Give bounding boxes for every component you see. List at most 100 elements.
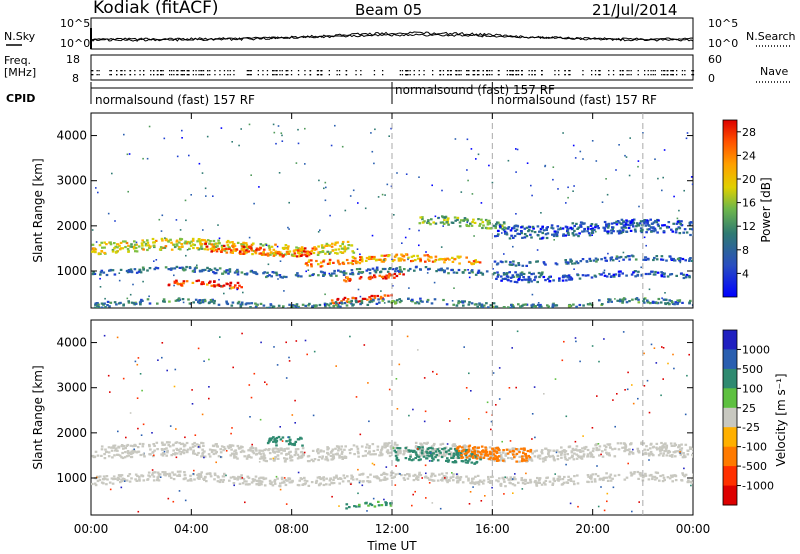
- data-cell: [446, 460, 450, 463]
- data-cell: [521, 479, 525, 482]
- data-cell: [680, 220, 683, 223]
- freq-dot: [290, 70, 293, 72]
- nave-dot: [223, 74, 226, 76]
- data-cell: [243, 252, 247, 255]
- nave-dot: [541, 74, 543, 76]
- noise-cell: [425, 497, 427, 499]
- data-cell: [360, 299, 364, 302]
- data-cell: [499, 275, 503, 278]
- data-cell: [303, 247, 307, 250]
- nave-dot: [162, 74, 164, 76]
- data-cell: [640, 442, 643, 446]
- data-cell: [419, 257, 422, 260]
- data-cell: [111, 456, 114, 459]
- data-cell: [200, 441, 203, 444]
- data-cell: [471, 452, 475, 455]
- freq-dot: [628, 70, 630, 72]
- data-cell: [470, 450, 474, 453]
- data-cell: [361, 297, 365, 300]
- noise-cell: [645, 244, 647, 247]
- data-cell: [671, 480, 674, 483]
- data-cell: [637, 301, 641, 304]
- data-cell: [247, 250, 250, 253]
- noise-cell: [374, 128, 376, 131]
- freq-dot: [116, 70, 118, 72]
- freq-dot: [153, 70, 155, 72]
- data-cell: [338, 454, 341, 457]
- data-cell: [634, 258, 638, 261]
- noise-cell: [277, 125, 280, 127]
- freq-dot: [663, 70, 665, 72]
- noise-cell: [632, 402, 635, 405]
- data-cell: [288, 481, 292, 484]
- data-cell: [346, 278, 350, 281]
- data-cell: [395, 456, 399, 459]
- data-cell: [475, 481, 478, 484]
- data-cell: [450, 268, 453, 272]
- data-cell: [606, 232, 610, 235]
- data-cell: [100, 448, 104, 451]
- data-cell: [439, 451, 442, 454]
- data-cell: [357, 271, 361, 274]
- data-cell: [236, 273, 240, 276]
- freq-dot: [92, 70, 94, 72]
- noise-cell: [357, 468, 359, 471]
- nave-dot: [246, 74, 248, 76]
- noise-cell: [231, 427, 233, 429]
- data-cell: [495, 305, 499, 308]
- data-cell: [488, 219, 491, 222]
- data-cell: [97, 306, 101, 308]
- data-cell: [228, 444, 232, 447]
- data-cell: [479, 456, 482, 459]
- data-cell: [402, 449, 406, 452]
- data-cell: [691, 221, 693, 224]
- data-cell: [461, 446, 464, 449]
- noise-cell: [438, 216, 440, 219]
- noise-cell: [515, 213, 517, 215]
- data-cell: [602, 271, 606, 274]
- data-cell: [208, 242, 211, 245]
- data-cell: [626, 448, 630, 452]
- data-cell: [505, 476, 509, 479]
- data-cell: [503, 306, 506, 308]
- data-cell: [134, 302, 138, 305]
- data-cell: [487, 306, 490, 308]
- data-cell: [281, 436, 285, 439]
- data-cell: [617, 473, 621, 477]
- data-cell: [459, 219, 463, 222]
- data-cell: [250, 302, 254, 305]
- data-cell: [603, 256, 607, 259]
- data-cell: [210, 284, 214, 287]
- data-cell: [113, 242, 116, 245]
- data-cell: [660, 255, 664, 258]
- data-cell: [595, 443, 598, 446]
- y-tick-label: 2000: [56, 426, 87, 440]
- noise-cell: [391, 258, 393, 261]
- data-cell: [254, 447, 258, 451]
- data-cell: [541, 231, 544, 235]
- data-cell: [299, 451, 303, 454]
- data-cell: [119, 301, 122, 304]
- data-cell: [262, 459, 266, 462]
- data-cell: [185, 450, 189, 453]
- freq-dot: [528, 70, 530, 72]
- data-cell: [644, 224, 648, 227]
- data-cell: [383, 294, 387, 297]
- freq-dot: [406, 70, 408, 72]
- data-cell: [426, 258, 430, 261]
- x-axis-label: Time UT: [366, 539, 417, 553]
- data-cell: [199, 473, 203, 476]
- data-cell: [653, 227, 657, 230]
- data-cell: [397, 257, 401, 260]
- data-cell: [168, 441, 171, 444]
- data-cell: [621, 272, 624, 275]
- freq-tick-low: 8: [72, 72, 79, 85]
- data-cell: [185, 265, 188, 269]
- data-cell: [218, 284, 222, 287]
- data-cell: [442, 222, 446, 225]
- data-cell: [207, 453, 211, 456]
- data-cell: [332, 302, 336, 305]
- freq-dot: [644, 70, 646, 72]
- data-cell: [91, 454, 95, 458]
- data-cell: [228, 270, 232, 273]
